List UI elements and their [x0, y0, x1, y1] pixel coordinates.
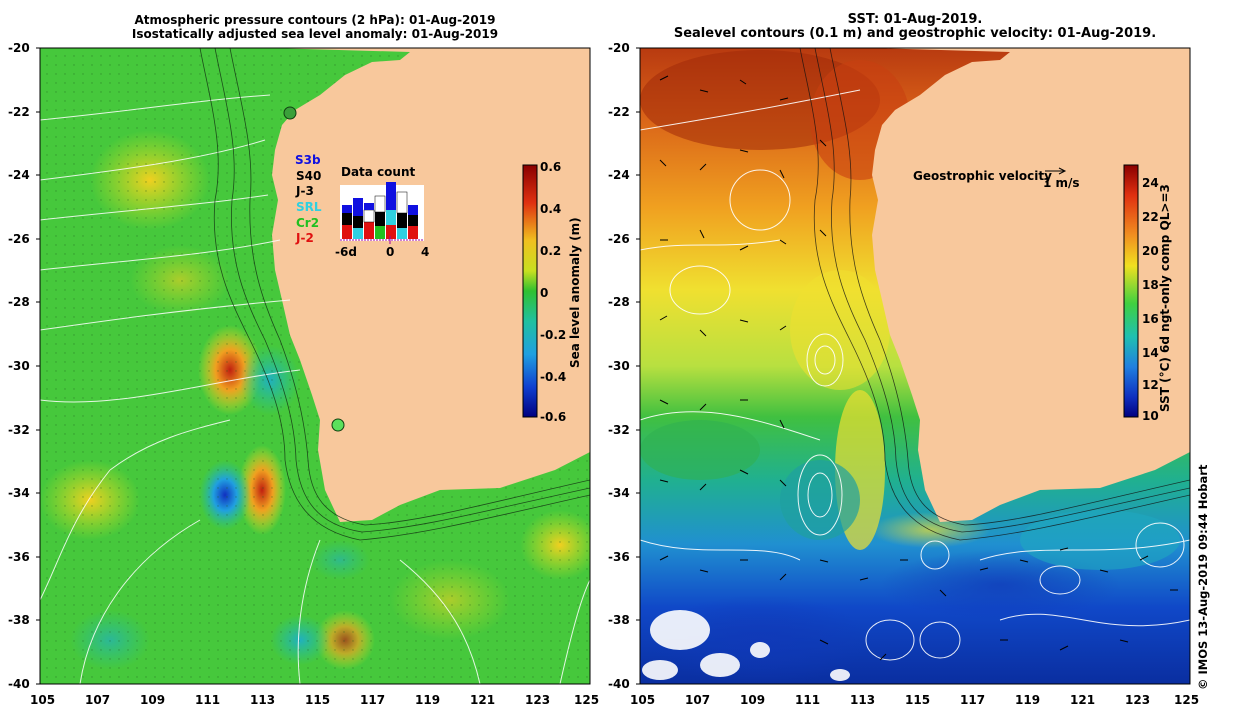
lon-tick: 105: [630, 693, 656, 707]
data-count-tick: -6d: [335, 245, 357, 259]
sst-tick: 22: [1142, 210, 1159, 224]
sst-tick: 10: [1142, 409, 1159, 423]
lat-tick: -26: [8, 232, 30, 246]
lat-tick: -40: [608, 677, 630, 691]
lon-tick: 113: [850, 693, 876, 707]
lon-tick: 119: [415, 693, 441, 707]
lon-tick: 109: [140, 693, 166, 707]
velocity-arrows: [659, 75, 1178, 661]
sat-s40: S40: [296, 169, 322, 183]
right-title-line2: Sealevel contours (0.1 m) and geostrophi…: [673, 26, 1157, 41]
lat-tick: -28: [8, 295, 30, 309]
data-count-bars: [342, 182, 418, 239]
sla-tick: -0.2: [540, 328, 567, 342]
lat-tick: -24: [608, 168, 630, 182]
sat-srl: SRL: [296, 200, 322, 214]
left-title-line2: Isostatically adjusted sea level anomaly…: [131, 27, 499, 41]
lat-tick: -38: [608, 613, 630, 627]
data-count-tick: 4: [421, 245, 430, 259]
lat-tick: -36: [608, 550, 630, 564]
sla-tick: 0: [540, 286, 549, 300]
lat-tick: -32: [608, 423, 630, 437]
left-title: Atmospheric pressure contours (2 hPa): 0…: [40, 13, 590, 41]
lon-tick: 123: [1125, 693, 1151, 707]
lon-tick: 111: [795, 693, 821, 707]
lon-tick: 117: [360, 693, 386, 707]
lat-tick: -38: [8, 613, 30, 627]
sla-tick: 0.4: [540, 202, 562, 216]
lat-tick: -26: [608, 232, 630, 246]
right-title: SST: 01-Aug-2019. Sealevel contours (0.1…: [640, 13, 1190, 41]
lon-tick: 111: [195, 693, 221, 707]
lat-tick: -36: [8, 550, 30, 564]
left-title-line1: Atmospheric pressure contours (2 hPa): 0…: [134, 13, 496, 27]
sat-cr2: Cr2: [296, 216, 320, 230]
lat-tick: -34: [8, 486, 30, 500]
data-count-chart: [340, 182, 424, 244]
sst-tick: 18: [1142, 278, 1159, 292]
lon-tick: 121: [470, 693, 496, 707]
sst-tick: 14: [1142, 346, 1159, 360]
sst-tick: 16: [1142, 312, 1159, 326]
lon-tick: 125: [1174, 693, 1200, 707]
right-title-line1: SST: 01-Aug-2019.: [847, 12, 983, 27]
lat-tick: -22: [608, 105, 630, 119]
lon-tick: 121: [1070, 693, 1096, 707]
sst-tick: 12: [1142, 378, 1159, 392]
lon-tick: 115: [905, 693, 931, 707]
sla-tick: 0.6: [540, 160, 562, 174]
lon-tick: 117: [960, 693, 986, 707]
lat-tick: -20: [8, 41, 30, 55]
lat-tick: -30: [608, 359, 630, 373]
credit: © IMOS 13-Aug-2019 09:44 Hobart: [1196, 464, 1210, 690]
velocity-scale: 1 m/s: [1043, 176, 1080, 190]
sat-s3b: S3b: [295, 153, 321, 167]
sla-colorbar-label: Sea level anomaly (m): [568, 217, 582, 368]
velocity-label: Geostrophic velocity: [913, 169, 1052, 183]
lon-tick: 107: [85, 693, 111, 707]
sla-colorbar: [522, 164, 538, 418]
lon-tick: 115: [305, 693, 331, 707]
velocity-scale-arrow: [1045, 167, 1067, 175]
data-count-title: Data count: [341, 165, 416, 179]
lat-tick: -40: [8, 677, 30, 691]
lon-tick: 123: [525, 693, 551, 707]
lon-tick: 107: [685, 693, 711, 707]
sst-colorbar: [1123, 164, 1139, 418]
data-count-tick: 0: [386, 245, 395, 259]
lat-tick: -28: [608, 295, 630, 309]
lat-tick: -30: [8, 359, 30, 373]
sla-tick: -0.4: [540, 370, 567, 384]
lat-tick: -22: [8, 105, 30, 119]
lat-tick: -20: [608, 41, 630, 55]
lat-tick: -32: [8, 423, 30, 437]
sst-tick: 20: [1142, 244, 1159, 258]
lon-tick: 119: [1015, 693, 1041, 707]
lat-tick: -24: [8, 168, 30, 182]
sla-tick: 0.2: [540, 244, 562, 258]
lat-tick: -34: [608, 486, 630, 500]
sat-j2: J-2: [296, 231, 314, 245]
sst-tick: 24: [1142, 176, 1159, 190]
sat-j3: J-3: [296, 184, 314, 198]
lon-tick: 113: [250, 693, 276, 707]
lon-tick: 125: [574, 693, 600, 707]
sst-colorbar-label: SST (°C) 6d ngt-only comp QL>=3: [1158, 184, 1172, 412]
lon-tick: 105: [30, 693, 56, 707]
sla-tick: -0.6: [540, 410, 567, 424]
lon-tick: 109: [740, 693, 766, 707]
